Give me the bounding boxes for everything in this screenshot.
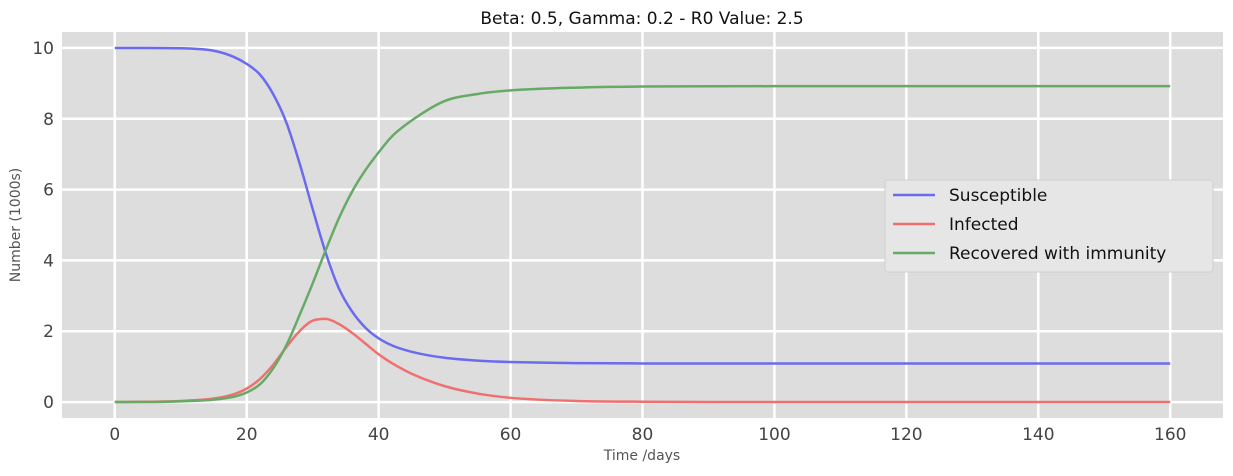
y-tick-label-6: 6 xyxy=(43,181,54,201)
x-tick-label-100: 100 xyxy=(758,425,790,445)
y-tick-label-2: 2 xyxy=(43,322,54,342)
y-tick-label-8: 8 xyxy=(43,110,54,130)
x-tick-label-80: 80 xyxy=(632,425,654,445)
x-tick-label-140: 140 xyxy=(1022,425,1054,445)
x-tick-label-160: 160 xyxy=(1154,425,1186,445)
chart-title: Beta: 0.5, Gamma: 0.2 - R0 Value: 2.5 xyxy=(480,9,803,29)
legend-box xyxy=(884,179,1214,273)
legend-label-susceptible: Susceptible xyxy=(949,186,1047,206)
x-tick-label-60: 60 xyxy=(500,425,522,445)
y-tick-label-0: 0 xyxy=(43,393,54,413)
y-axis-label: Number (1000s) xyxy=(8,168,24,283)
y-tick-label-10: 10 xyxy=(32,39,54,59)
legend: Susceptible Infected Recovered with immu… xyxy=(884,179,1214,273)
series-line-infected xyxy=(114,317,1171,404)
series-line-recovered xyxy=(114,84,1171,404)
x-tick-label-20: 20 xyxy=(236,425,258,445)
x-axis-label: Time /days xyxy=(603,448,680,464)
x-tick-label-120: 120 xyxy=(890,425,922,445)
legend-label-recovered: Recovered with immunity xyxy=(949,244,1166,264)
series-line-susceptible xyxy=(114,46,1171,365)
y-tick-label-4: 4 xyxy=(43,251,54,271)
series-lines xyxy=(114,46,1171,404)
tick-labels: 0 20 40 60 80 100 120 140 160 0 2 4 6 8 10 xyxy=(32,39,1186,445)
x-tick-label-0: 0 xyxy=(109,425,120,445)
legend-label-infected: Infected xyxy=(949,215,1019,235)
x-tick-label-40: 40 xyxy=(368,425,390,445)
